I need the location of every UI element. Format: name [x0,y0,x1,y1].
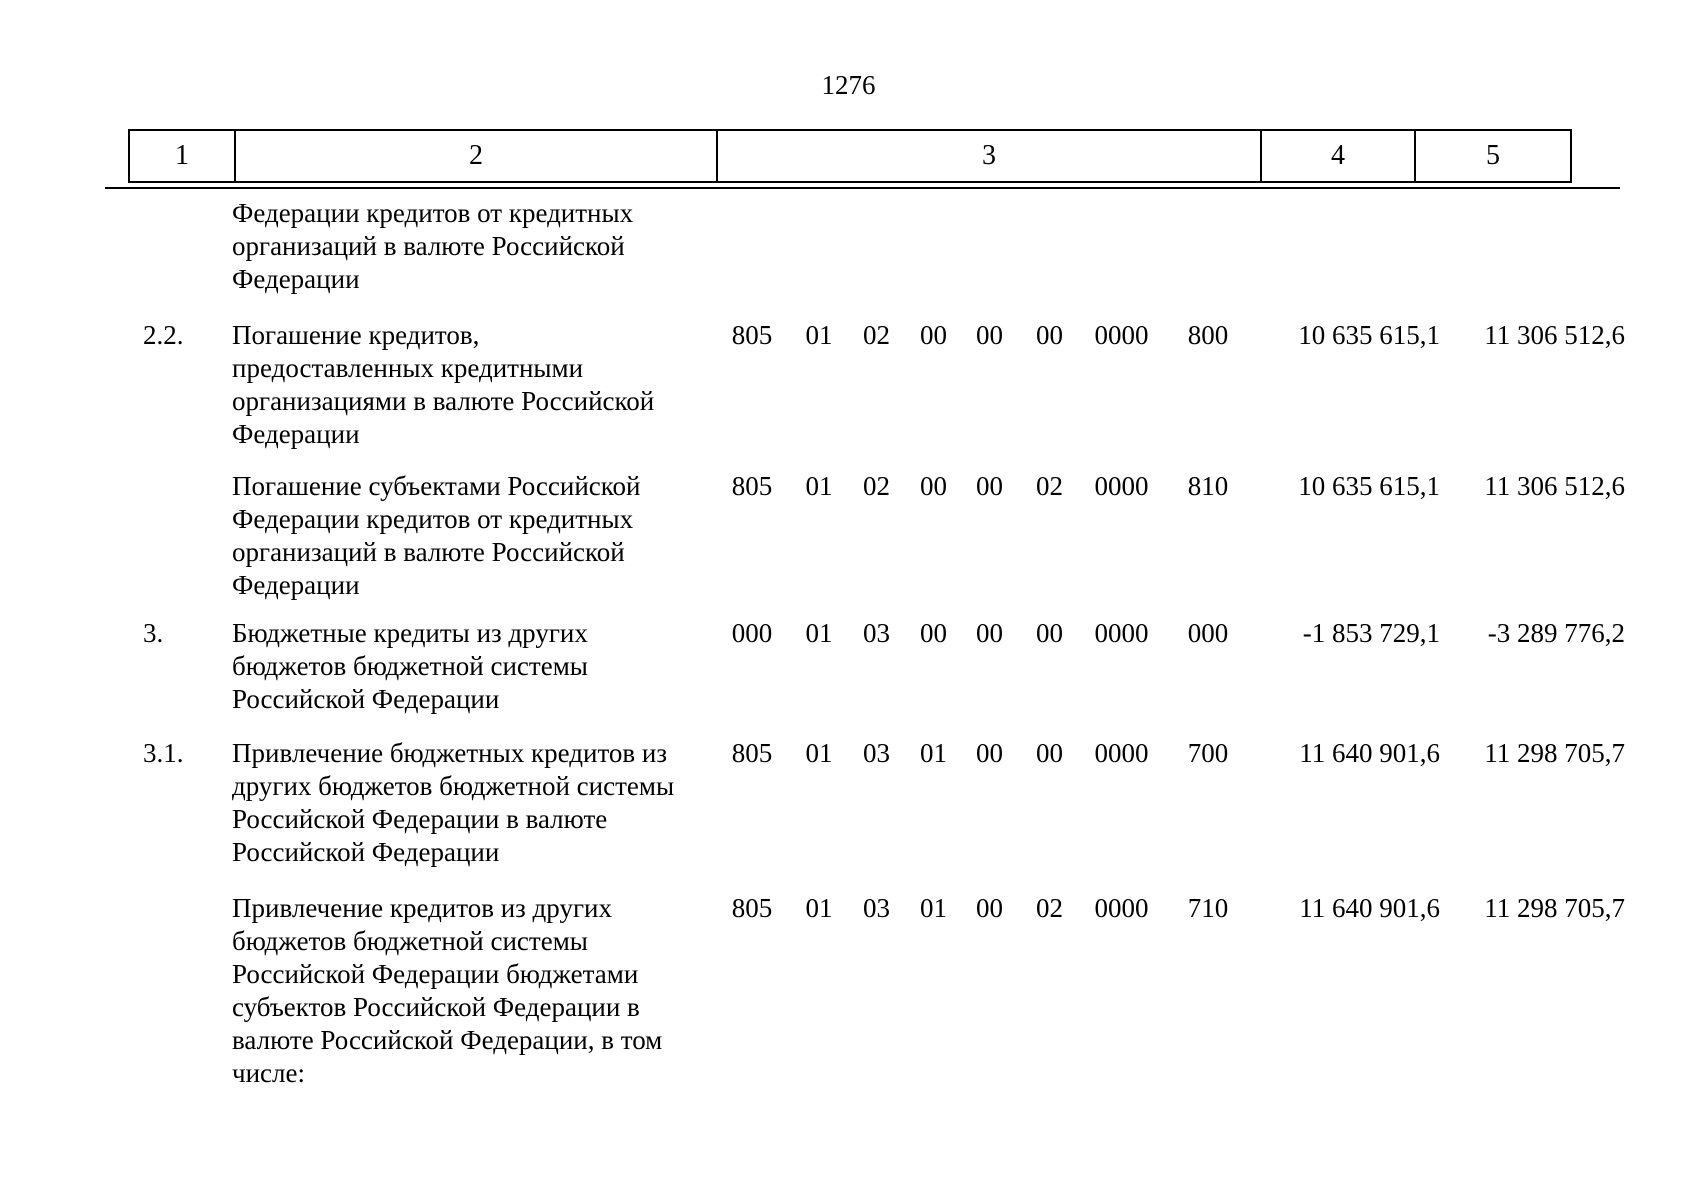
page-number: 1276 [821,70,876,100]
code-cell: 02 [863,471,890,501]
code-cell: 00 [1036,320,1063,350]
header-cell-3: 3 [716,131,1260,181]
code-cell: 0000 [1094,893,1149,923]
header-cell-2: 2 [234,131,716,181]
row-number-cell: 2.2. [143,320,184,350]
code-cell: 03 [863,893,890,923]
row-name-cell: Привлечение бюджетных кредитов из других… [232,738,675,867]
amount-cell-col4: 10 635 615,1 [1298,471,1440,501]
table-row: 3.1. Привлечение бюджетных кредитов из д… [128,737,1625,869]
row-number-cell: 3.1. [143,738,184,768]
code-cell: 00 [976,618,1003,648]
table-body-top-border [105,187,1620,189]
row-name-cell: Погашение субъектами Российской Федераци… [232,471,641,600]
amount-cell-col5: 11 306 512,6 [1484,471,1625,501]
row-name-cell: Привлечение кредитов из других бюджетов … [232,893,663,1088]
code-cell: 805 [731,893,773,923]
amount-cell-col5: 11 298 705,7 [1484,738,1625,768]
code-cell: 00 [1036,618,1063,648]
code-cell: 03 [863,738,890,768]
amount-cell-col5: -3 289 776,2 [1487,618,1625,648]
code-cell: 000 [731,618,773,648]
amount-cell-col5: 11 298 705,7 [1484,893,1625,923]
code-cell: 00 [1036,738,1063,768]
code-cell: 00 [976,320,1003,350]
code-cell: 805 [731,471,773,501]
table-row: Привлечение кредитов из других бюджетов … [128,892,1625,1090]
code-cell: 03 [863,618,890,648]
table-row: 3. Бюджетные кредиты из других бюджетов … [128,617,1625,716]
code-cell: 01 [920,738,947,768]
code-cell: 01 [805,738,833,768]
header-cell-5: 5 [1414,131,1570,181]
code-cell: 00 [920,471,947,501]
amount-cell-col4: 10 635 615,1 [1298,320,1440,350]
amount-cell-col4: 11 640 901,6 [1299,893,1440,923]
code-cell: 0000 [1094,320,1149,350]
code-cell: 01 [805,893,833,923]
code-cell: 0000 [1094,618,1149,648]
code-cell: 00 [920,320,947,350]
code-cell: 02 [1036,893,1063,923]
amount-cell-col5: 11 306 512,6 [1484,320,1625,350]
code-cell: 01 [805,320,833,350]
code-cell: 00 [976,471,1003,501]
code-cell: 700 [1187,738,1229,768]
code-cell: 02 [1036,471,1063,501]
code-cell: 805 [731,738,773,768]
row-name-cell: Федерации кредитов от кредитных организа… [232,198,634,294]
code-cell: 00 [976,738,1003,768]
table-row: Федерации кредитов от кредитных организа… [128,197,1625,296]
code-cell: 01 [920,893,947,923]
code-cell: 02 [863,320,890,350]
row-name-cell: Погашение кредитов, предоставленных кред… [232,320,655,449]
code-cell: 000 [1187,618,1229,648]
code-cell: 0000 [1094,738,1149,768]
table-row: 2.2. Погашение кредитов, предоставленных… [128,319,1625,451]
header-cell-4: 4 [1260,131,1414,181]
header-cell-1: 1 [175,140,189,171]
row-number-cell: 3. [143,618,164,648]
code-cell: 01 [805,618,833,648]
row-name-cell: Бюджетные кредиты из других бюджетов бюд… [232,618,588,714]
code-cell: 00 [920,618,947,648]
code-cell: 0000 [1094,471,1149,501]
code-cell: 00 [976,893,1003,923]
amount-cell-col4: -1 853 729,1 [1302,618,1440,648]
table-row: Погашение субъектами Российской Федераци… [128,470,1625,602]
code-cell: 800 [1187,320,1229,350]
code-cell: 01 [805,471,833,501]
table-header-row: 1 2 3 4 5 [128,129,1572,183]
code-cell: 805 [731,320,773,350]
code-cell: 710 [1187,893,1229,923]
amount-cell-col4: 11 640 901,6 [1299,738,1440,768]
code-cell: 810 [1187,471,1229,501]
